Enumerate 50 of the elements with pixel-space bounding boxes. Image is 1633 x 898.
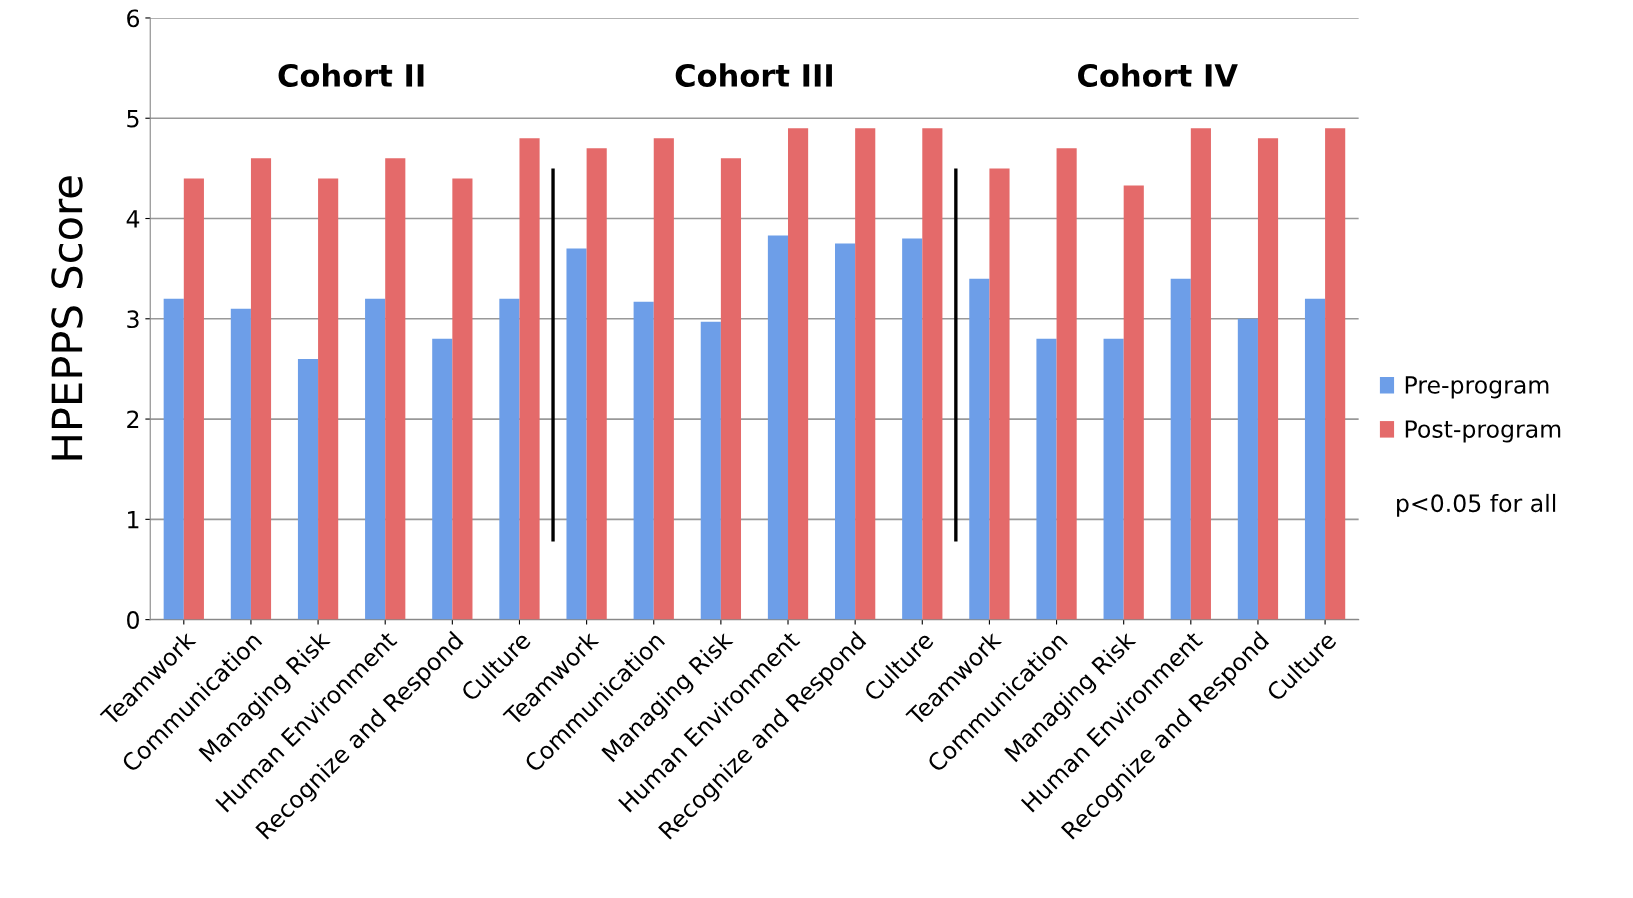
bar	[700, 321, 721, 620]
bar	[365, 298, 386, 620]
bar	[1237, 318, 1258, 620]
legend-label: Pre-program	[1405, 376, 1549, 399]
bar	[653, 138, 674, 620]
bar	[633, 301, 654, 620]
bar	[586, 148, 607, 620]
annotation: Cohort IV	[1078, 63, 1238, 87]
bar	[297, 358, 319, 620]
bar	[566, 248, 587, 620]
y-tick-label: 3	[127, 310, 139, 329]
bar	[788, 128, 809, 620]
y-tick-label: 1	[128, 511, 139, 529]
text: p<0.05 for all	[1397, 493, 1556, 517]
bar	[902, 238, 923, 620]
annotation: Cohort II	[278, 63, 424, 87]
bar	[1325, 128, 1346, 620]
bar	[318, 178, 339, 620]
bar	[250, 158, 272, 620]
y-axis-title: HPEPPS Score	[51, 176, 83, 460]
bar	[1190, 128, 1211, 620]
legend-label: Post-program	[1405, 420, 1561, 443]
y-tick-label: 5	[127, 109, 139, 128]
bar	[922, 128, 943, 620]
bar	[1056, 148, 1077, 620]
bar	[835, 243, 856, 620]
bar	[969, 278, 990, 620]
y-tick-label: 6	[127, 9, 140, 28]
bar	[230, 308, 251, 620]
bar	[183, 178, 204, 620]
y-tick-label: 2	[127, 410, 139, 429]
bar	[1304, 298, 1326, 620]
bar	[163, 298, 184, 620]
bar	[1103, 338, 1124, 620]
bar	[432, 338, 453, 620]
bar	[989, 168, 1010, 620]
bar	[1170, 278, 1191, 620]
bar	[452, 178, 473, 620]
bar	[855, 128, 876, 620]
bar	[519, 138, 540, 620]
bar	[385, 158, 406, 620]
annotation: Cohort III	[675, 63, 832, 87]
bar	[1036, 338, 1057, 620]
y-tick-label: 0	[127, 611, 139, 629]
bar	[1123, 185, 1144, 620]
y-tick-label: 4	[126, 210, 140, 228]
bar	[1257, 138, 1279, 620]
bar	[720, 158, 742, 620]
bar	[767, 235, 789, 620]
bar	[499, 298, 520, 620]
